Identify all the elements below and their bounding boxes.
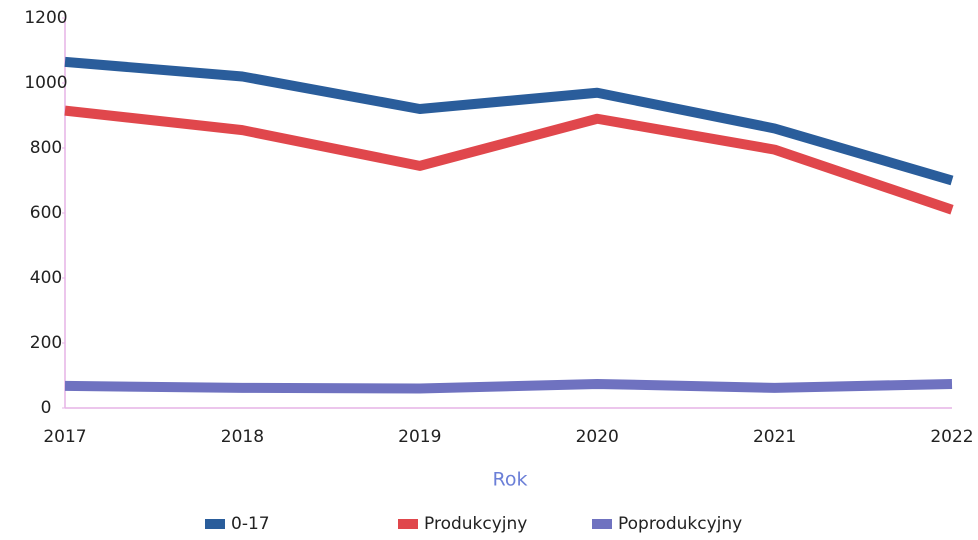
x-tick-label: 2019 bbox=[398, 427, 441, 447]
x-tick-label: 2020 bbox=[576, 427, 619, 447]
series-line bbox=[64, 378, 953, 394]
x-axis-label: Rok bbox=[493, 469, 528, 491]
y-tick-label: 0 bbox=[41, 398, 52, 418]
y-tick-label: 1200 bbox=[24, 8, 67, 28]
legend-swatch bbox=[398, 519, 418, 529]
y-tick-label: 1000 bbox=[24, 73, 67, 93]
legend-swatch bbox=[592, 519, 612, 529]
y-tick-label: 600 bbox=[30, 203, 62, 223]
legend-label: Poprodukcyjny bbox=[618, 514, 742, 534]
x-tick-label: 2022 bbox=[930, 427, 973, 447]
series-line bbox=[64, 56, 954, 186]
y-tick-label: 200 bbox=[30, 333, 62, 353]
legend-label: 0-17 bbox=[231, 514, 270, 534]
series-line bbox=[64, 105, 954, 215]
y-tick-label: 800 bbox=[30, 138, 62, 158]
x-tick-label: 2021 bbox=[753, 427, 796, 447]
legend-swatch bbox=[205, 519, 225, 529]
legend-label: Produkcyjny bbox=[424, 514, 527, 534]
x-tick-label: 2017 bbox=[43, 427, 86, 447]
x-tick-label: 2018 bbox=[221, 427, 264, 447]
y-tick-label: 400 bbox=[30, 268, 62, 288]
